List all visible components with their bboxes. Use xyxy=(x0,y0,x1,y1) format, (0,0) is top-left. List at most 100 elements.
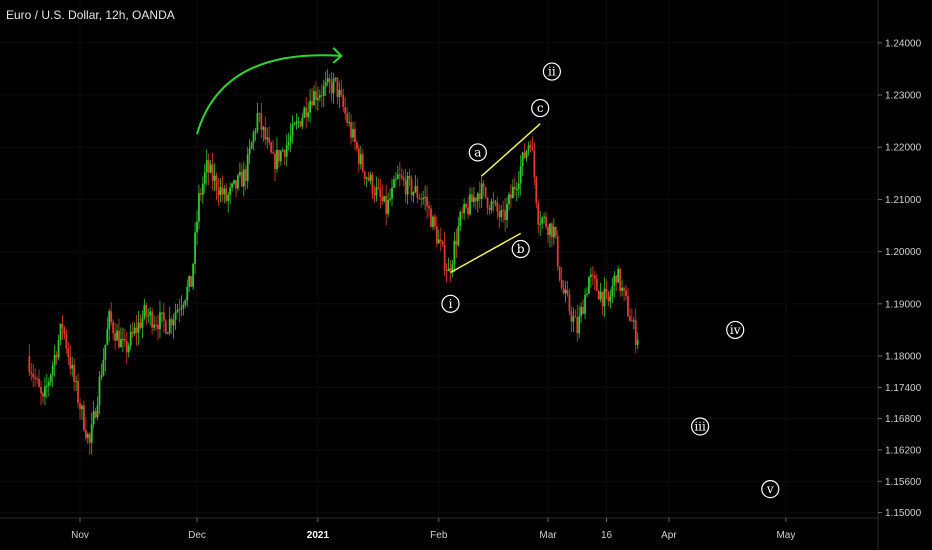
wave-label-text: i xyxy=(449,297,453,311)
candle-up xyxy=(51,365,54,376)
candle-down xyxy=(114,333,116,341)
wave-label-iv[interactable]: iv xyxy=(726,320,745,340)
candle-down xyxy=(496,202,499,212)
candle-down xyxy=(467,207,469,215)
candle-down xyxy=(461,212,464,214)
candle-down xyxy=(240,171,243,187)
candle-down xyxy=(591,274,594,276)
candle-up xyxy=(168,319,171,333)
candle-up xyxy=(307,112,310,118)
candle-up xyxy=(301,117,304,127)
candle-down xyxy=(439,239,442,242)
candle-down xyxy=(420,198,423,200)
candle-up xyxy=(182,304,185,308)
candle-up xyxy=(239,171,241,176)
candle-down xyxy=(164,320,167,334)
candle-up xyxy=(369,174,372,181)
candle-down xyxy=(270,142,272,153)
candle-up xyxy=(49,375,52,383)
wave-label-circle xyxy=(726,320,745,340)
candle-up xyxy=(586,293,588,295)
wave-label-ii[interactable]: ii xyxy=(542,62,562,81)
wave-label-i[interactable]: i xyxy=(441,294,460,313)
candle-up xyxy=(223,188,226,195)
candle-up xyxy=(584,294,586,314)
candle-up xyxy=(143,304,146,318)
candle-up xyxy=(287,141,290,146)
candle-up xyxy=(75,380,77,382)
candle-up xyxy=(237,175,239,189)
candle-down xyxy=(354,129,356,143)
candle-down xyxy=(77,380,79,403)
candle-down xyxy=(502,210,505,212)
candle-down xyxy=(305,107,308,118)
candle-up xyxy=(196,221,198,233)
candle-up xyxy=(613,275,616,287)
wave-label-circle xyxy=(690,417,710,436)
candle-down xyxy=(264,127,267,140)
wave-label-circle xyxy=(441,294,460,313)
candle-up xyxy=(391,187,393,199)
candle-down xyxy=(404,180,407,195)
candle-up xyxy=(521,152,524,167)
candle-down xyxy=(379,188,382,197)
candle-down xyxy=(350,122,352,138)
candle-up xyxy=(457,226,460,245)
candle-down xyxy=(221,187,224,195)
candle-down xyxy=(336,77,339,97)
candle-down xyxy=(162,312,165,321)
candle-up xyxy=(326,78,329,83)
wave-label-c[interactable]: c xyxy=(531,98,550,118)
candle-down xyxy=(272,152,274,154)
candle-down xyxy=(67,348,70,357)
candle-down xyxy=(34,377,37,379)
wave-label-iii[interactable]: iii xyxy=(690,417,710,436)
candle-up xyxy=(632,320,635,322)
candle-up xyxy=(609,296,612,302)
x-tick-label: May xyxy=(776,530,795,541)
candle-up xyxy=(102,359,105,376)
candle-up xyxy=(281,150,284,152)
candle-up xyxy=(463,203,466,214)
candle-down xyxy=(151,311,154,328)
candle-down xyxy=(595,278,598,291)
candle-up xyxy=(81,405,83,410)
candle-down xyxy=(139,322,142,328)
candle-up xyxy=(473,197,475,202)
candle-up xyxy=(71,364,74,369)
candle-up xyxy=(580,306,583,317)
candle-up xyxy=(203,172,206,184)
candle-up xyxy=(541,217,544,224)
candle-down xyxy=(576,317,579,334)
candle-down xyxy=(445,269,448,272)
candle-up xyxy=(106,329,109,345)
candle-down xyxy=(178,309,181,311)
candle-down xyxy=(449,268,452,272)
candle-down xyxy=(529,145,532,147)
candle-up xyxy=(476,193,479,202)
wave-label-circle xyxy=(511,239,530,259)
candle-down xyxy=(418,197,421,199)
wave-label-b[interactable]: b xyxy=(511,239,530,259)
candle-up xyxy=(59,323,62,341)
channel-trendline[interactable] xyxy=(481,123,541,177)
candle-up xyxy=(233,180,235,184)
candle-down xyxy=(42,393,44,397)
curved-arrow[interactable] xyxy=(196,54,342,135)
candle-up xyxy=(266,137,269,140)
candle-down xyxy=(428,206,430,209)
wave-label-v[interactable]: v xyxy=(761,480,780,499)
candle-down xyxy=(430,208,432,228)
wave-label-a[interactable]: a xyxy=(468,143,487,162)
channel-trendline[interactable] xyxy=(450,232,522,274)
wave-label-text: v xyxy=(766,482,774,496)
candle-down xyxy=(361,154,364,172)
candles xyxy=(28,69,639,455)
y-tick-label: 1.16800 xyxy=(885,414,922,425)
candle-down xyxy=(465,203,467,208)
candle-up xyxy=(424,196,427,198)
candle-up xyxy=(375,187,378,196)
candle-up xyxy=(494,202,497,204)
